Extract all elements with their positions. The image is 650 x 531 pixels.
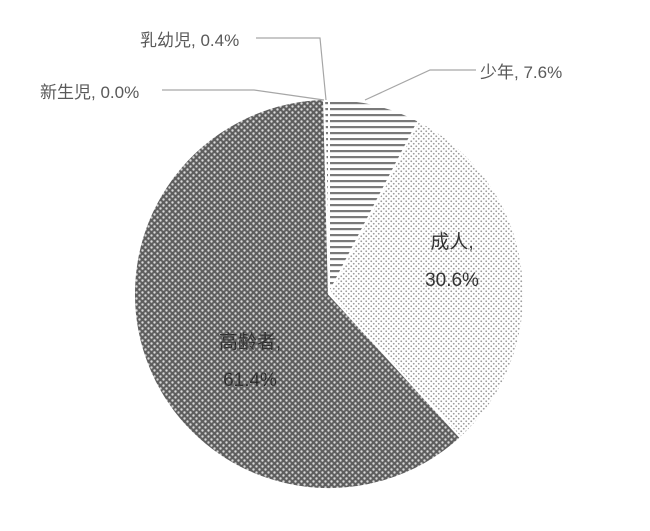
lbl-koureisha-line-0: 高齢者, <box>219 324 281 362</box>
callout-nyuuyouji: 乳幼児, 0.4% <box>140 26 239 51</box>
lbl-koureisha-line-1: 61.4% <box>219 362 281 400</box>
label-seijin: 成人,30.6% <box>425 224 479 300</box>
leader-nyuuyouji <box>256 38 326 100</box>
callout-shounen: 少年, 7.6% <box>480 58 562 83</box>
label-koureisha: 高齢者,61.4% <box>219 324 281 400</box>
lbl-seijin-line-1: 30.6% <box>425 262 479 300</box>
pie-chart-container: 少年, 7.6% 乳幼児, 0.4% 新生児, 0.0% 成人,30.6% 高齢… <box>0 0 650 531</box>
lbl-seijin-line-0: 成人, <box>425 224 479 262</box>
leader-shounen <box>365 70 476 100</box>
callout-shinseiji: 新生児, 0.0% <box>40 78 139 103</box>
leader-shinseiji <box>162 90 324 100</box>
